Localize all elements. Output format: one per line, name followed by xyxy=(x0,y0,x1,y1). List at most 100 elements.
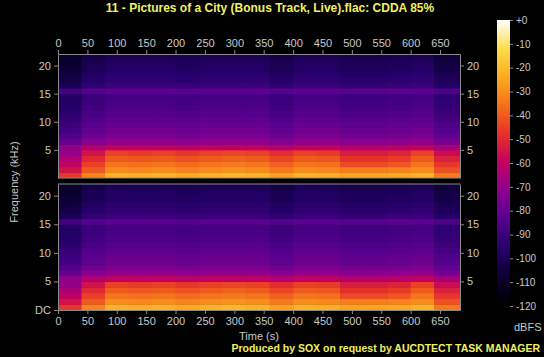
tick: 15 xyxy=(460,218,479,230)
cell xyxy=(176,150,200,156)
cell xyxy=(340,88,364,94)
cell xyxy=(246,184,270,191)
cell xyxy=(246,201,270,207)
cell xyxy=(340,71,364,77)
tick-label: 0 xyxy=(55,37,61,49)
tick: -60 xyxy=(510,158,531,169)
tick-label: -40 xyxy=(516,110,531,121)
cell xyxy=(434,88,460,94)
tick-mark xyxy=(411,310,412,314)
cell xyxy=(152,230,176,236)
cell xyxy=(411,105,435,111)
cell xyxy=(246,247,270,253)
cell xyxy=(82,270,106,276)
cell xyxy=(129,184,153,191)
cell xyxy=(411,66,435,72)
cell xyxy=(152,213,176,219)
tick: 400 xyxy=(284,37,302,54)
cell xyxy=(364,139,388,145)
cell xyxy=(82,116,106,122)
cell xyxy=(387,270,411,276)
tick-mark xyxy=(460,122,464,123)
cell xyxy=(411,299,435,305)
cell xyxy=(364,161,388,167)
tick: 150 xyxy=(137,310,155,327)
tick-mark xyxy=(54,281,58,282)
cell xyxy=(176,287,200,293)
tick-mark xyxy=(460,196,464,197)
cell xyxy=(317,105,341,111)
cell xyxy=(82,293,106,299)
cell xyxy=(223,259,247,265)
cell xyxy=(411,207,435,213)
cell xyxy=(293,281,317,287)
tick: 15 xyxy=(39,88,58,100)
tick-label: 20 xyxy=(39,60,51,72)
cell xyxy=(293,111,317,117)
tick: 20 xyxy=(39,60,58,72)
axis-line xyxy=(58,55,59,179)
cell xyxy=(58,94,82,100)
cell xyxy=(246,77,270,83)
cell xyxy=(317,247,341,253)
cell xyxy=(223,270,247,276)
cell xyxy=(223,150,247,156)
tick-label: 15 xyxy=(467,218,479,230)
y-axis-right: 5101520 xyxy=(460,55,479,179)
tick: 200 xyxy=(167,37,185,54)
cell xyxy=(246,139,270,145)
cell xyxy=(340,150,364,156)
cell xyxy=(246,224,270,230)
cell xyxy=(434,201,460,207)
tick: 20 xyxy=(460,60,479,72)
cell xyxy=(246,111,270,117)
cell xyxy=(199,213,223,219)
cell xyxy=(246,133,270,139)
cell xyxy=(317,66,341,72)
cell xyxy=(152,224,176,230)
x-axis-title: Time (s) xyxy=(239,330,279,342)
channel-plot xyxy=(58,184,460,310)
tick-label: -30 xyxy=(516,86,531,97)
tick-mark xyxy=(234,310,235,314)
cell xyxy=(246,127,270,133)
tick-mark xyxy=(460,150,464,151)
cell xyxy=(105,236,129,242)
axis-line xyxy=(59,54,461,55)
tick: -120 xyxy=(510,301,536,312)
tick: 0 xyxy=(55,310,61,327)
cell xyxy=(58,184,82,191)
cell xyxy=(152,88,176,94)
cell xyxy=(129,241,153,247)
cell xyxy=(176,281,200,287)
cell xyxy=(129,139,153,145)
cell xyxy=(317,207,341,213)
cell xyxy=(58,71,82,77)
cell xyxy=(105,299,129,305)
cell xyxy=(199,133,223,139)
cell xyxy=(293,224,317,230)
cell xyxy=(317,219,341,225)
cell xyxy=(176,116,200,122)
cell xyxy=(223,82,247,88)
tick-mark xyxy=(510,282,513,283)
cell xyxy=(434,276,460,282)
tick-mark xyxy=(510,235,513,236)
cell xyxy=(411,144,435,150)
tick: 200 xyxy=(167,310,185,327)
cell xyxy=(129,127,153,133)
cell xyxy=(58,247,82,253)
cell xyxy=(293,66,317,72)
tick-label: 200 xyxy=(167,37,185,49)
cell xyxy=(152,184,176,191)
cell xyxy=(317,122,341,128)
cell xyxy=(340,264,364,270)
cell xyxy=(434,172,460,178)
cell xyxy=(129,264,153,270)
cell xyxy=(270,116,294,122)
cell xyxy=(246,60,270,66)
tick-mark xyxy=(54,224,58,225)
cell xyxy=(176,224,200,230)
cell xyxy=(317,253,341,259)
cell xyxy=(176,299,200,305)
